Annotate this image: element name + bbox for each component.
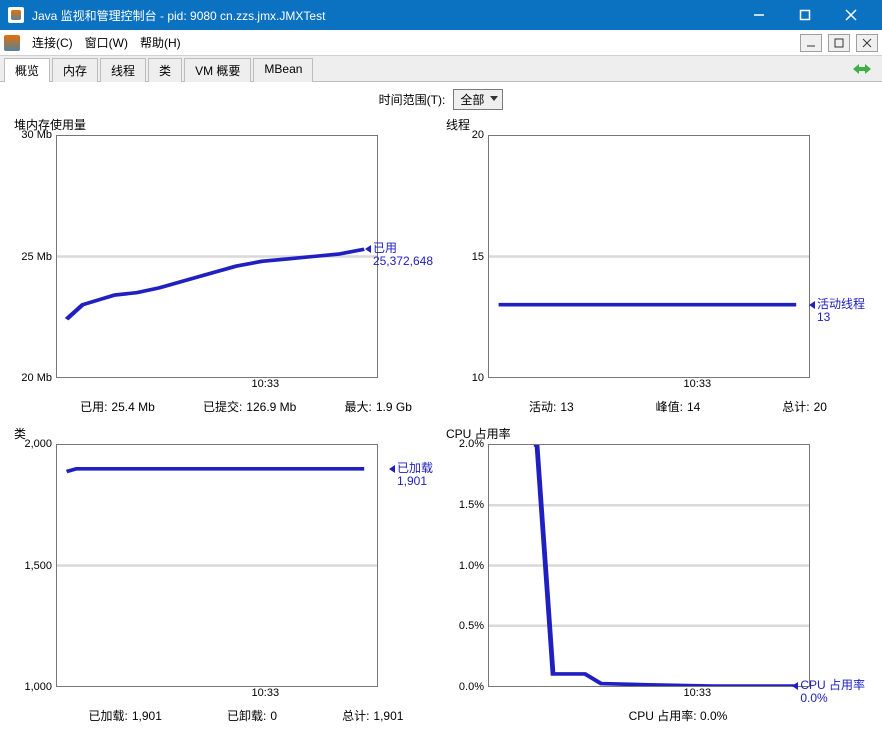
chart-stats: 活动:13 峰值:14 总计:20 bbox=[488, 398, 868, 415]
stat: 总计:20 bbox=[782, 398, 827, 415]
x-tick: 10:33 bbox=[252, 687, 280, 699]
tab-0[interactable]: 概览 bbox=[4, 58, 50, 82]
x-axis: 10:33 bbox=[488, 378, 810, 394]
maximize-button[interactable] bbox=[782, 0, 828, 30]
plot-area: 活动线程13 bbox=[488, 135, 810, 378]
y-axis: 0.0%0.5%1.0%1.5%2.0% bbox=[446, 444, 488, 687]
y-tick: 1.5% bbox=[459, 499, 484, 511]
x-tick: 10:33 bbox=[252, 378, 280, 390]
close-button[interactable] bbox=[828, 0, 874, 30]
panel-title: 堆内存使用量 bbox=[14, 116, 436, 133]
tab-2[interactable]: 线程 bbox=[100, 58, 146, 82]
stat: 已卸载:0 bbox=[227, 707, 277, 724]
y-tick: 15 bbox=[472, 251, 484, 263]
stat: CPU 占用率: 0.0% bbox=[629, 707, 728, 724]
chart-wrap: 1,0001,5002,000 已加载1,901 bbox=[14, 444, 436, 687]
y-tick: 10 bbox=[472, 372, 484, 384]
tab-4[interactable]: VM 概要 bbox=[184, 58, 251, 82]
y-axis: 20 Mb25 Mb30 Mb bbox=[14, 135, 56, 378]
x-axis: 10:33 bbox=[56, 687, 378, 703]
time-range-bar: 时间范围(T): 全部 bbox=[0, 82, 882, 116]
x-tick: 10:33 bbox=[684, 687, 712, 699]
menu-item-2[interactable]: 帮助(H) bbox=[134, 33, 187, 53]
stat: 最大:1.9 Gb bbox=[345, 398, 412, 415]
chart-wrap: 20 Mb25 Mb30 Mb 已用25,372,648 bbox=[14, 135, 436, 378]
series-marker: 已加载1,901 bbox=[397, 462, 433, 488]
internal-close-button[interactable] bbox=[856, 34, 878, 52]
time-range-label: 时间范围(T): bbox=[379, 91, 446, 108]
y-tick: 1.0% bbox=[459, 560, 484, 572]
time-range-value: 全部 bbox=[460, 93, 484, 107]
y-tick: 0.0% bbox=[459, 681, 484, 693]
panel-title: 类 bbox=[14, 425, 436, 442]
minimize-button[interactable] bbox=[736, 0, 782, 30]
x-axis: 10:33 bbox=[56, 378, 378, 394]
tab-3[interactable]: 类 bbox=[148, 58, 182, 82]
panel-title: CPU 占用率 bbox=[446, 425, 868, 442]
panel-classes: 类 1,0001,5002,000 已加载1,901 10:33 已加载:1,9… bbox=[14, 425, 436, 724]
java-icon bbox=[4, 35, 20, 51]
panel-threads: 线程 101520 活动线程13 10:33 活动:13峰值:14总计:20 bbox=[446, 116, 868, 415]
stat: 已提交:126.9 Mb bbox=[203, 398, 296, 415]
series-marker: 已用25,372,648 bbox=[373, 242, 433, 268]
y-tick: 0.5% bbox=[459, 620, 484, 632]
y-tick: 20 bbox=[472, 129, 484, 141]
refresh-icon[interactable] bbox=[852, 60, 872, 78]
panel-heap: 堆内存使用量 20 Mb25 Mb30 Mb 已用25,372,648 10:3… bbox=[14, 116, 436, 415]
y-axis: 101520 bbox=[446, 135, 488, 378]
internal-maximize-button[interactable] bbox=[828, 34, 850, 52]
internal-minimize-button[interactable] bbox=[800, 34, 822, 52]
plot-area: 已加载1,901 bbox=[56, 444, 378, 687]
x-tick: 10:33 bbox=[684, 378, 712, 390]
y-tick: 2.0% bbox=[459, 438, 484, 450]
menu-item-1[interactable]: 窗口(W) bbox=[79, 33, 134, 53]
chart-wrap: 0.0%0.5%1.0%1.5%2.0% CPU 占用率0.0% bbox=[446, 444, 868, 687]
titlebar: Java 监视和管理控制台 - pid: 9080 cn.zzs.jmx.JMX… bbox=[0, 0, 882, 30]
panel-cpu: CPU 占用率 0.0% 0.5% 1.0% 1.5% 2.0% CPU 占用率0.0%… bbox=[446, 425, 868, 724]
tabbar: 概览内存线程类VM 概要MBean bbox=[0, 56, 882, 82]
series-marker: 活动线程13 bbox=[817, 298, 865, 324]
chart-stats: 已加载:1,901 已卸载:0 总计:1,901 bbox=[56, 707, 436, 724]
tab-1[interactable]: 内存 bbox=[52, 58, 98, 82]
window-controls bbox=[736, 0, 874, 30]
y-tick: 25 Mb bbox=[21, 251, 52, 263]
tab-5[interactable]: MBean bbox=[253, 58, 313, 82]
time-range-select[interactable]: 全部 bbox=[453, 89, 503, 110]
plot-area: CPU 占用率0.0% bbox=[488, 444, 810, 687]
x-axis: 10:33 bbox=[488, 687, 810, 703]
stat: 活动:13 bbox=[529, 398, 574, 415]
y-tick: 30 Mb bbox=[21, 129, 52, 141]
chart-wrap: 101520 活动线程13 bbox=[446, 135, 868, 378]
y-tick: 1,500 bbox=[24, 560, 52, 572]
window-title: Java 监视和管理控制台 - pid: 9080 cn.zzs.jmx.JMX… bbox=[32, 7, 736, 24]
chart-stats: 已用:25.4 Mb 已提交:126.9 Mb 最大:1.9 Gb bbox=[56, 398, 436, 415]
stat: 峰值:14 bbox=[656, 398, 701, 415]
menubar: 连接(C)窗口(W)帮助(H) bbox=[0, 30, 882, 56]
chart-stats: CPU 占用率: 0.0% bbox=[488, 707, 868, 724]
series-marker: CPU 占用率0.0% bbox=[800, 679, 865, 705]
stat: 总计:1,901 bbox=[342, 707, 403, 724]
chart-grid: 堆内存使用量 20 Mb25 Mb30 Mb 已用25,372,648 10:3… bbox=[0, 116, 882, 734]
plot-area: 已用25,372,648 bbox=[56, 135, 378, 378]
java-icon bbox=[8, 7, 24, 23]
y-tick: 20 Mb bbox=[21, 372, 52, 384]
menu-item-0[interactable]: 连接(C) bbox=[26, 33, 79, 53]
panel-title: 线程 bbox=[446, 116, 868, 133]
y-tick: 2,000 bbox=[24, 438, 52, 450]
y-tick: 1,000 bbox=[24, 681, 52, 693]
stat: 已用:25.4 Mb bbox=[80, 398, 155, 415]
stat: 已加载:1,901 bbox=[89, 707, 162, 724]
y-axis: 1,0001,5002,000 bbox=[14, 444, 56, 687]
